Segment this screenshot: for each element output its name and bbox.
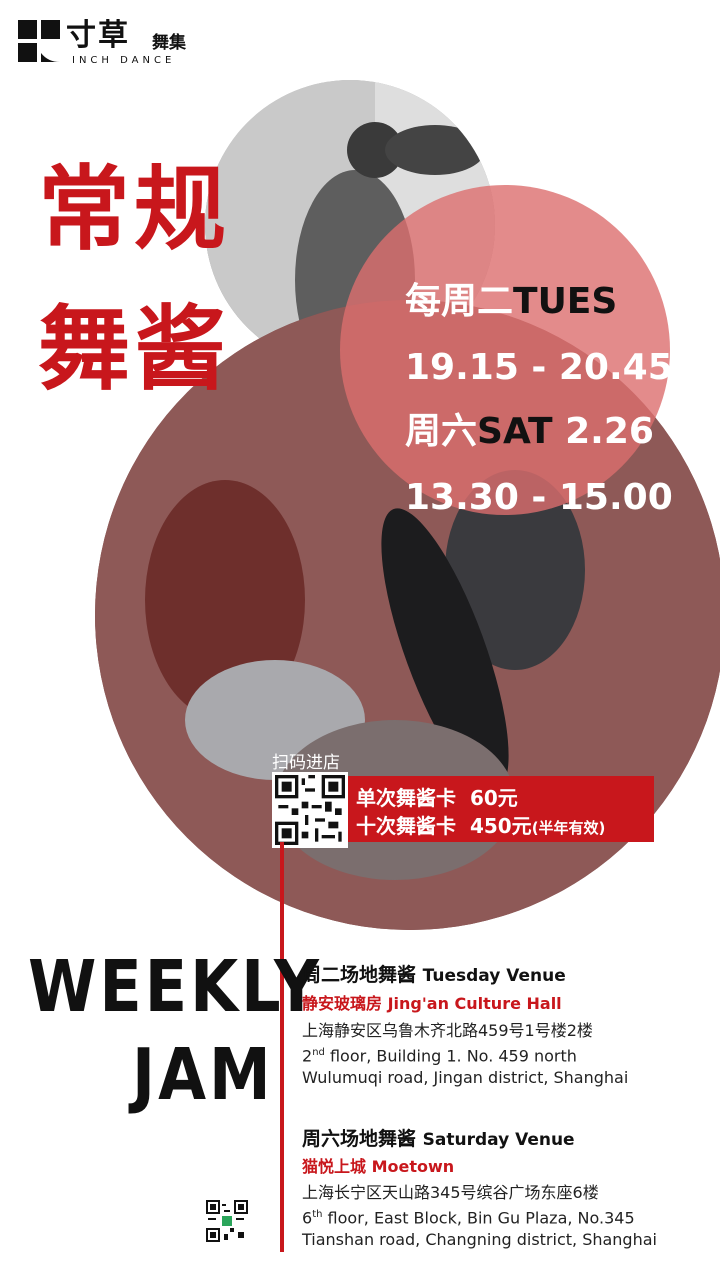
ten-card-price: 450元 [469,814,532,838]
title-line-1: 常规 [38,156,231,263]
tuesday-venue-name: 静安玻璃房 Jing'an Culture Hall [302,990,562,1014]
schedule-tuesday: 每周二TUES [405,282,617,322]
brand-name-en: INCH DANCE [72,55,176,66]
scan-label: 扫码进店 [272,753,340,773]
headline-weekly: WEEKLY [28,944,322,1029]
single-card-price: 60元 [469,786,518,810]
headline-jam: JAM [132,1032,274,1117]
saturday-address-cn: 上海长宁区天山路345号缤谷广场东座6楼 [302,1183,599,1202]
brand-sub-cn: 舞集 [152,33,186,53]
saturday-venue-address: 上海长宁区天山路345号缤谷广场东座6楼 6th floor, East Blo… [302,1182,657,1251]
tuesday-venue-name-cn: 静安玻璃房 [302,994,383,1013]
ten-card-label: 十次舞酱卡 [356,814,456,838]
schedule-tuesday-en: TUES [513,281,618,322]
saturday-venue-title-en: Saturday Venue [422,1130,575,1150]
divider-line [280,842,284,1252]
schedule-saturday-en: SAT [477,411,553,452]
tuesday-address-cn: 上海静安区乌鲁木齐北路459号1号楼2楼 [302,1021,593,1040]
tuesday-venue-address: 上海静安区乌鲁木齐北路459号1号楼2楼 2nd floor, Building… [302,1020,628,1089]
price-banner: 单次舞酱卡 60元 十次舞酱卡 450元(半年有效) [348,776,654,842]
ten-card-note: (半年有效) [531,819,606,837]
single-card-row: 单次舞酱卡 60元 [356,782,518,811]
saturday-address-en-2: Tianshan road, Changning district, Shang… [302,1230,657,1250]
title-line-2: 舞酱 [38,296,231,403]
brand-name-cn: 寸草 [66,18,130,53]
store-qr-code-icon[interactable] [272,772,348,848]
tuesday-venue-name-en: Jing'an Culture Hall [387,994,562,1013]
schedule-saturday-cn: 周六 [405,411,478,452]
single-card-label: 单次舞酱卡 [356,786,456,810]
schedule-circle [340,185,670,515]
saturday-venue-name-en: Moetown [371,1157,455,1176]
saturday-venue-title-cn: 周六场地舞酱 [302,1128,417,1150]
ten-card-row: 十次舞酱卡 450元(半年有效) [356,810,605,839]
inch-dance-logo-icon [18,20,60,62]
schedule-saturday: 周六SAT 2.26 [405,412,654,452]
schedule-tuesday-time: 19.15 - 20.45 [405,347,673,388]
tuesday-address-en-2: Wulumuqi road, Jingan district, Shanghai [302,1068,629,1088]
wechat-qr-code-icon[interactable] [206,1200,248,1242]
saturday-venue-title: 周六场地舞酱 Saturday Venue [302,1124,575,1151]
saturday-address-en-1: 6th floor, East Block, Bin Gu Plaza, No.… [302,1208,635,1228]
schedule-saturday-time: 13.30 - 15.00 [405,477,673,518]
schedule-tuesday-cn: 每周二 [405,281,514,322]
tuesday-venue-title-en: Tuesday Venue [422,966,566,986]
tuesday-address-en-1: 2nd floor, Building 1. No. 459 north [302,1046,577,1066]
schedule-saturday-date: 2.26 [565,411,654,452]
tuesday-venue-title-cn: 周二场地舞酱 [302,964,417,986]
tuesday-venue-title: 周二场地舞酱 Tuesday Venue [302,960,566,987]
saturday-venue-name: 猫悦上城 Moetown [302,1153,454,1177]
saturday-venue-name-cn: 猫悦上城 [302,1157,367,1176]
